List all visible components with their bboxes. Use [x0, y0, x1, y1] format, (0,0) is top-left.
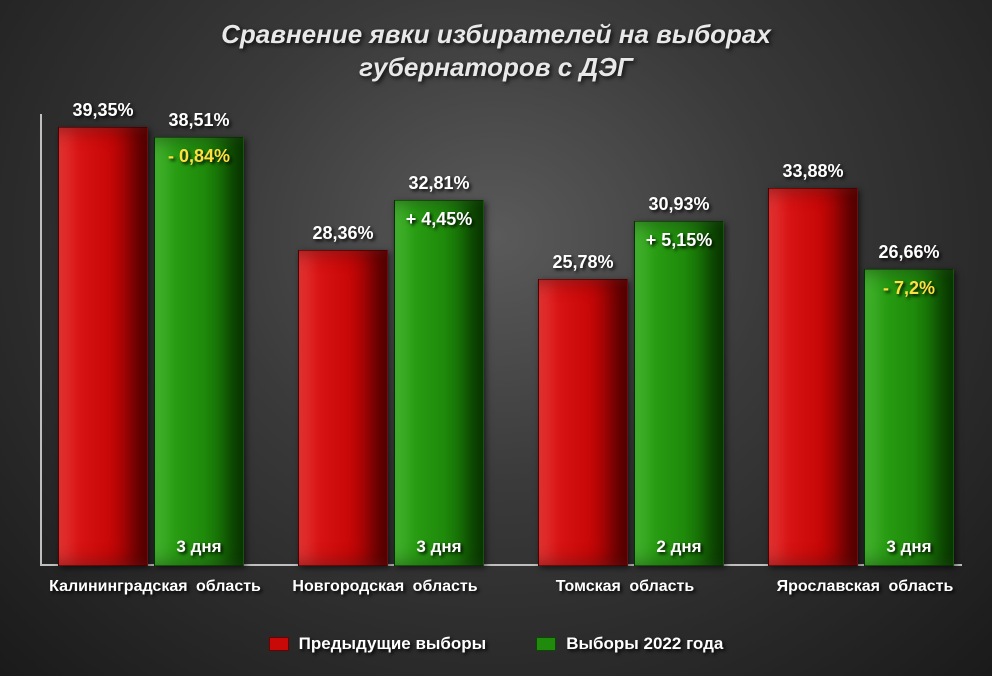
bar-group: 33,88% 26,66% - 7,2% 3 дня — [768, 188, 954, 566]
bar-prev: 25,78% — [538, 279, 628, 566]
value-label: 30,93% — [617, 194, 740, 215]
value-label: 38,51% — [137, 110, 260, 131]
bar-2022: 32,81% + 4,45% 3 дня — [394, 200, 484, 566]
legend-item-2022: Выборы 2022 года — [536, 634, 723, 654]
chart-title: Сравнение явки избирателей на выборах гу… — [0, 0, 992, 83]
chart-title-line2: губернаторов с ДЭГ — [0, 51, 992, 84]
legend-swatch-red — [269, 637, 289, 651]
legend-item-prev: Предыдущие выборы — [269, 634, 487, 654]
bar-prev: 33,88% — [768, 188, 858, 566]
bar-2022: 30,93% + 5,15% 2 дня — [634, 221, 724, 566]
bar-2022: 26,66% - 7,2% 3 дня — [864, 269, 954, 566]
days-label: 2 дня — [635, 537, 723, 557]
delta-label: + 4,45% — [369, 209, 510, 230]
legend-swatch-green — [536, 637, 556, 651]
delta-label: + 5,15% — [609, 230, 750, 251]
days-label: 3 дня — [395, 537, 483, 557]
days-label: 3 дня — [155, 537, 243, 557]
y-axis — [40, 114, 42, 566]
category-label: Томская область — [510, 578, 740, 596]
legend: Предыдущие выборы Выборы 2022 года — [0, 634, 992, 654]
value-label: 33,88% — [751, 161, 874, 182]
legend-label: Выборы 2022 года — [566, 634, 723, 654]
bar-group: 28,36% 32,81% + 4,45% 3 дня — [298, 200, 484, 566]
days-label: 3 дня — [865, 537, 953, 557]
value-label: 25,78% — [521, 252, 644, 273]
value-label: 32,81% — [377, 173, 500, 194]
chart-title-line1: Сравнение явки избирателей на выборах — [0, 18, 992, 51]
plot-area: 39,35% 38,51% - 0,84% 3 дня Калининградс… — [40, 120, 962, 566]
category-label: Калининградская область — [40, 578, 270, 596]
bar-prev: 28,36% — [298, 250, 388, 566]
bar-2022: 38,51% - 0,84% 3 дня — [154, 137, 244, 566]
delta-label: - 7,2% — [839, 278, 980, 299]
bar-group: 25,78% 30,93% + 5,15% 2 дня — [538, 221, 724, 566]
bar-prev: 39,35% — [58, 127, 148, 566]
legend-label: Предыдущие выборы — [299, 634, 487, 654]
delta-label: - 0,84% — [129, 146, 270, 167]
bar-group: 39,35% 38,51% - 0,84% 3 дня — [58, 127, 244, 566]
category-label: Новгородская область — [270, 578, 500, 596]
category-label: Ярославская область — [750, 578, 980, 596]
value-label: 26,66% — [847, 242, 970, 263]
